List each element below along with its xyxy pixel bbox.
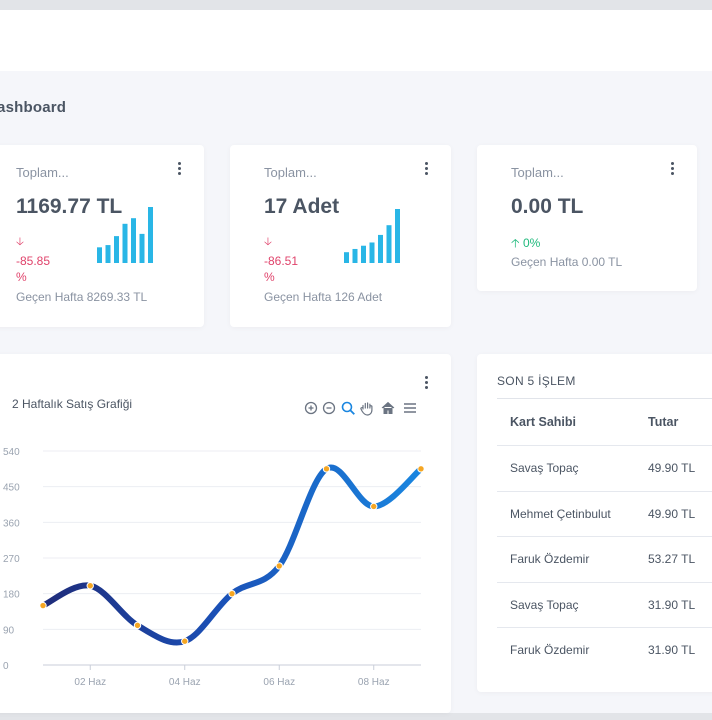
y-tick-label: 450 bbox=[3, 483, 20, 494]
arrow-down-icon: 🡣 bbox=[264, 236, 272, 248]
kpi-title: Toplam... bbox=[16, 165, 69, 180]
kpi-previous-week: Geçen Hafta 8269.33 TL bbox=[16, 290, 148, 304]
top-navbar bbox=[0, 10, 712, 71]
data-point bbox=[86, 582, 94, 590]
spark-bar bbox=[378, 234, 383, 263]
kpi-card-amount: Toplam... 0.00 TL 🡡 0% Geçen Hafta 0.00 … bbox=[477, 145, 697, 291]
kpi-change-unit: % bbox=[16, 270, 27, 284]
spark-bar bbox=[344, 252, 349, 263]
x-tick-label: 06 Haz bbox=[263, 677, 295, 688]
arrow-down-icon: 🡣 bbox=[16, 236, 24, 248]
kebab-menu-icon[interactable] bbox=[176, 162, 182, 178]
kpi-change: 🡡 0% bbox=[511, 235, 540, 251]
menu-icon[interactable] bbox=[402, 400, 418, 416]
table-header-row: Kart Sahibi Tutar bbox=[497, 398, 712, 445]
home-icon[interactable] bbox=[380, 400, 396, 416]
sparkline-bars bbox=[344, 209, 400, 263]
zoom-out-icon[interactable] bbox=[321, 400, 337, 416]
kpi-title: Toplam... bbox=[511, 165, 564, 180]
spark-bar bbox=[369, 242, 375, 263]
sales-chart-card: 2 Haftalık Satış Grafiği bbox=[0, 354, 451, 713]
page-content: Dashboard Toplam... 1169.77 TL 🡣 -85.85 … bbox=[0, 71, 712, 713]
data-point bbox=[322, 465, 331, 473]
cardholder-cell: Faruk Özdemir bbox=[510, 643, 590, 658]
x-tick-label: 02 Haz bbox=[74, 677, 106, 688]
amount-cell: 49.90 TL bbox=[648, 461, 696, 476]
cardholder-cell: Savaş Topaç bbox=[510, 597, 579, 612]
transactions-title: SON 5 İŞLEM bbox=[497, 374, 576, 388]
kpi-value: 0.00 TL bbox=[511, 195, 584, 218]
magnifier-icon[interactable] bbox=[340, 400, 356, 416]
kpi-change: -86.51 % bbox=[264, 253, 314, 285]
spark-bar bbox=[148, 207, 153, 263]
data-point bbox=[228, 589, 236, 598]
kpi-card-count: Toplam... 17 Adet 🡣 -86.51 % Geçen Hafta… bbox=[230, 145, 451, 327]
column-header-cardholder: Kart Sahibi bbox=[510, 415, 576, 429]
kpi-card-revenue: Toplam... 1169.77 TL 🡣 -85.85 % Geçen Ha… bbox=[0, 145, 204, 327]
data-point bbox=[275, 562, 283, 570]
hand-pan-icon[interactable] bbox=[359, 400, 375, 416]
kpi-change: -85.85 % bbox=[16, 253, 66, 285]
spark-bar bbox=[97, 247, 102, 263]
kpi-previous-week: Geçen Hafta 126 Adet bbox=[264, 290, 383, 304]
spark-bar bbox=[361, 245, 366, 263]
kpi-change-value: 0% bbox=[522, 236, 541, 250]
kpi-title: Toplam... bbox=[264, 165, 317, 180]
spark-bar bbox=[395, 209, 400, 263]
sparkline-bars bbox=[97, 207, 153, 263]
cardholder-cell: Mehmet Çetinbulut bbox=[510, 506, 611, 521]
kpi-change-unit: % bbox=[264, 270, 275, 284]
y-tick-label: 540 bbox=[3, 447, 20, 458]
amount-cell: 31.90 TL bbox=[648, 597, 696, 612]
data-point bbox=[133, 621, 142, 630]
table-row[interactable]: Faruk Özdemir 31.90 TL bbox=[497, 627, 712, 673]
kpi-change-value: -85.85 bbox=[16, 254, 51, 268]
y-tick-label: 180 bbox=[3, 590, 20, 601]
spark-bar bbox=[114, 236, 119, 263]
amount-cell: 31.90 TL bbox=[648, 643, 696, 658]
chart-title: 2 Haftalık Satış Grafiği bbox=[12, 397, 133, 411]
x-tick-label: 08 Haz bbox=[358, 677, 390, 688]
column-header-amount: Tutar bbox=[648, 415, 679, 429]
spark-bar bbox=[139, 233, 145, 263]
cardholder-cell: Faruk Özdemir bbox=[510, 552, 590, 567]
y-tick-label: 270 bbox=[3, 554, 20, 565]
kebab-menu-icon[interactable] bbox=[669, 162, 675, 178]
cardholder-cell: Savaş Topaç bbox=[510, 461, 579, 476]
spark-bar bbox=[131, 218, 136, 263]
series-line bbox=[40, 464, 424, 646]
spark-bar bbox=[352, 248, 358, 263]
kpi-value: 1169.77 TL bbox=[16, 195, 123, 218]
table-row[interactable]: Savaş Topaç 31.90 TL bbox=[497, 581, 712, 628]
kpi-previous-week: Geçen Hafta 0.00 TL bbox=[511, 255, 623, 269]
y-tick-label: 90 bbox=[3, 625, 15, 636]
amount-cell: 53.27 TL bbox=[648, 552, 696, 567]
spark-bar bbox=[105, 245, 111, 263]
spark-bar bbox=[386, 225, 392, 263]
x-tick-label: 04 Haz bbox=[169, 677, 201, 688]
data-point bbox=[370, 502, 378, 511]
amount-cell: 49.90 TL bbox=[648, 506, 696, 521]
table-row[interactable]: Mehmet Çetinbulut 49.90 TL bbox=[497, 490, 712, 537]
page-title: Dashboard bbox=[0, 99, 67, 116]
data-point bbox=[181, 637, 189, 645]
spark-bar bbox=[122, 223, 128, 263]
data-point bbox=[39, 601, 47, 610]
y-tick-label: 360 bbox=[3, 518, 20, 529]
transactions-table: Kart Sahibi Tutar Savaş Topaç 49.90 TL M… bbox=[497, 398, 712, 673]
y-tick-label: 0 bbox=[3, 661, 9, 672]
sales-line-chart: 0 90 180 270 360 450 540 02 Haz 04 Haz 06 Haz 08 … bbox=[3, 447, 425, 688]
table-row[interactable]: Savaş Topaç 49.90 TL bbox=[497, 445, 712, 491]
arrow-up-icon: 🡡 bbox=[511, 236, 520, 250]
kpi-value: 17 Adet bbox=[264, 195, 340, 218]
zoom-in-icon[interactable] bbox=[303, 400, 319, 416]
kebab-menu-icon[interactable] bbox=[423, 162, 429, 178]
table-row[interactable]: Faruk Özdemir 53.27 TL bbox=[497, 536, 712, 582]
transactions-card: SON 5 İŞLEM Kart Sahibi Tutar Savaş Topa… bbox=[477, 354, 712, 692]
data-point bbox=[417, 465, 425, 473]
kebab-menu-icon[interactable] bbox=[423, 376, 429, 392]
kpi-change-value: -86.51 bbox=[264, 254, 299, 268]
